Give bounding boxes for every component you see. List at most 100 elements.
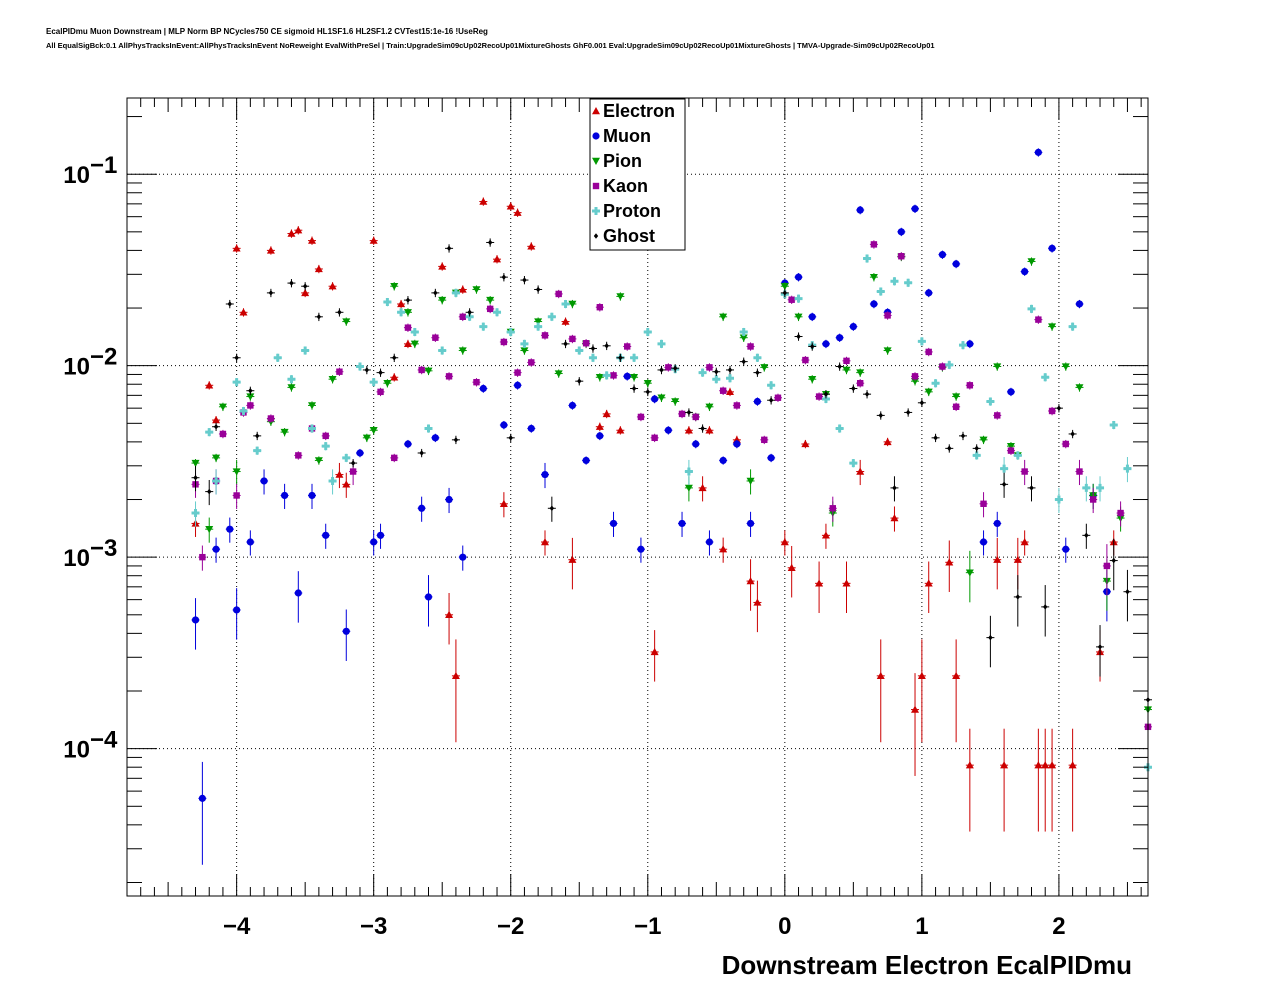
- data-point-ghost: [974, 445, 979, 452]
- data-point-electron: [493, 255, 502, 263]
- data-point-electron: [821, 531, 830, 539]
- series-proton: [191, 254, 1152, 834]
- data-point-ghost: [254, 433, 260, 439]
- data-point-muon: [678, 519, 686, 528]
- data-point-electron: [602, 409, 611, 418]
- data-point-electron: [1020, 538, 1029, 546]
- data-point-kaon: [1021, 468, 1028, 475]
- data-point-proton: [849, 459, 858, 468]
- data-point-proton: [520, 339, 529, 348]
- data-point-pion: [314, 457, 323, 465]
- data-point-proton: [1096, 483, 1105, 492]
- data-point-proton: [753, 353, 762, 362]
- legend-entry: Kaon: [592, 176, 648, 196]
- data-point-proton: [739, 327, 748, 336]
- legend-marker-ghost: [593, 233, 599, 239]
- data-point-pion: [205, 525, 214, 534]
- data-point-ghost: [686, 409, 692, 416]
- data-point-muon: [479, 384, 487, 393]
- data-point-pion: [191, 459, 200, 468]
- data-point-ghost: [563, 341, 568, 347]
- data-point-ghost: [755, 369, 760, 376]
- data-point-muon: [582, 456, 590, 465]
- data-point-muon: [767, 454, 775, 462]
- data-point-muon: [1034, 148, 1042, 156]
- data-point-ghost: [289, 280, 294, 286]
- data-point-ghost: [988, 634, 993, 641]
- data-point-ghost: [302, 283, 308, 290]
- data-point-proton: [212, 476, 221, 485]
- data-point-muon: [1075, 300, 1084, 308]
- data-point-proton: [479, 322, 488, 331]
- data-point-kaon: [1117, 509, 1124, 517]
- data-point-ghost: [364, 367, 370, 373]
- data-point-muon: [418, 504, 426, 512]
- data-point-kaon: [528, 359, 535, 366]
- data-point-proton: [253, 446, 262, 455]
- data-point-ghost: [1070, 431, 1075, 437]
- data-point-kaon: [624, 343, 631, 350]
- data-point-muon: [746, 519, 755, 528]
- data-point-ghost: [501, 274, 507, 280]
- data-point-muon: [281, 491, 289, 500]
- data-point-kaon: [911, 373, 919, 380]
- data-point-electron: [965, 761, 974, 769]
- legend-marker-muon: [592, 132, 600, 140]
- data-point-muon: [246, 538, 254, 546]
- data-point-pion: [739, 334, 748, 342]
- data-point-ghost: [577, 378, 582, 384]
- data-point-pion: [1048, 323, 1057, 331]
- data-point-kaon: [994, 412, 1001, 419]
- data-point-electron: [561, 317, 570, 325]
- data-point-pion: [554, 370, 563, 378]
- chart-title-line2: All EqualSigBck:0.1 AllPhysTracksInEvent…: [46, 41, 935, 50]
- data-point-pion: [595, 374, 604, 382]
- data-point-kaon: [514, 369, 521, 376]
- data-point-pion: [965, 569, 974, 577]
- data-point-pion: [993, 363, 1002, 371]
- data-point-electron: [815, 579, 824, 587]
- data-point-proton: [1000, 464, 1009, 473]
- data-point-pion: [568, 300, 577, 308]
- data-point-electron: [787, 563, 796, 571]
- data-point-kaon: [500, 338, 508, 346]
- data-point-proton: [273, 353, 282, 362]
- data-point-muon: [226, 525, 234, 533]
- plot-frame: [126, 97, 1149, 897]
- x-tick-label: −2: [497, 913, 524, 940]
- data-point-ghost: [1097, 644, 1103, 650]
- data-point-muon: [705, 538, 714, 546]
- data-point-ghost: [1125, 588, 1130, 595]
- data-point-electron: [876, 671, 885, 680]
- data-point-kaon: [719, 387, 727, 394]
- y-tick-exponent: −4: [90, 727, 118, 754]
- data-point-electron: [698, 483, 707, 492]
- data-point-kaon: [651, 434, 658, 442]
- data-point-kaon: [459, 313, 466, 321]
- data-point-muon: [609, 519, 618, 528]
- legend-marker-kaon: [592, 182, 600, 190]
- data-point-pion: [369, 427, 378, 435]
- data-point-pion: [630, 374, 639, 382]
- x-tick-label: −3: [360, 913, 387, 940]
- data-point-kaon: [610, 372, 617, 379]
- data-point-proton: [931, 379, 940, 388]
- data-point-kaon: [706, 364, 713, 371]
- data-point-proton: [835, 424, 844, 433]
- data-point-proton: [575, 346, 584, 355]
- data-point-ghost: [193, 474, 198, 481]
- data-point-proton: [630, 353, 639, 362]
- data-point-ghost: [768, 397, 774, 404]
- data-point-proton: [1013, 451, 1022, 460]
- data-point-kaon: [432, 334, 439, 341]
- data-point-muon: [637, 545, 645, 553]
- data-point-pion: [1006, 442, 1015, 451]
- data-point-muon: [1062, 545, 1070, 553]
- data-point-kaon: [843, 357, 850, 365]
- data-point-muon: [500, 421, 508, 429]
- data-point-pion: [403, 309, 412, 317]
- data-point-electron: [726, 387, 735, 396]
- data-point-muon: [431, 434, 439, 442]
- data-point-electron: [1041, 761, 1050, 769]
- data-point-pion: [486, 296, 495, 305]
